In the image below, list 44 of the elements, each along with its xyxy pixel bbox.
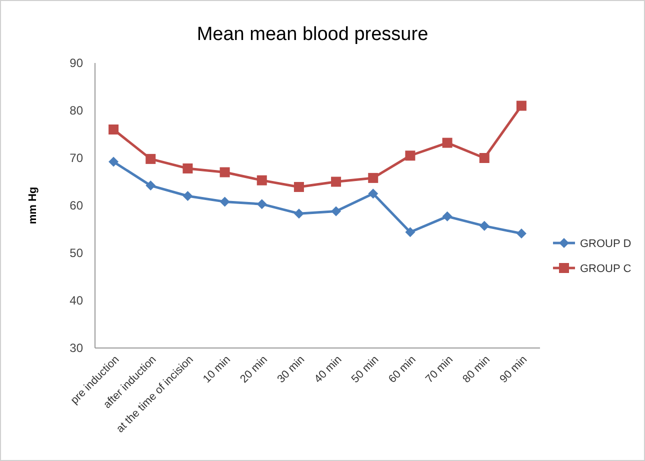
point (405, 227, 416, 238)
x-tick-label: 90 min (498, 354, 530, 386)
y-tick-label: 40 (70, 294, 84, 308)
point (182, 163, 193, 174)
point (479, 153, 490, 163)
y-tick-label: 30 (70, 341, 84, 356)
point (256, 175, 267, 186)
point (479, 220, 490, 231)
point (220, 196, 230, 207)
point (516, 228, 526, 239)
point (146, 154, 156, 164)
x-tick-label: 30 min (275, 354, 308, 386)
y-axis-title: mm Hg (27, 186, 39, 224)
point (108, 124, 119, 134)
y-tick-label: 60 (70, 198, 84, 213)
point (331, 176, 342, 187)
point (108, 156, 119, 167)
point (331, 206, 342, 216)
point (442, 138, 452, 148)
point (368, 188, 378, 199)
legend-label: GROUP C (580, 262, 632, 275)
point (294, 182, 304, 192)
point (220, 167, 230, 178)
x-tick-label: 40 min (312, 354, 344, 386)
legend-label: GROUP D (580, 238, 632, 250)
chart-title: Mean mean blood pressure (196, 24, 428, 45)
point (256, 199, 267, 210)
x-tick-label: 80 min (460, 354, 492, 386)
point (516, 100, 526, 111)
x-tick-label: 10 min (201, 354, 233, 386)
y-tick-label: 70 (70, 151, 84, 166)
y-tick-label: 80 (70, 104, 84, 118)
point (442, 211, 452, 222)
point (368, 172, 378, 183)
point (405, 150, 416, 161)
x-tick-label: 60 min (386, 354, 418, 386)
y-tick-label: 90 (70, 56, 84, 70)
point (182, 191, 193, 201)
point (294, 208, 304, 219)
x-tick-label: 50 min (349, 354, 382, 386)
x-tick-label: 20 min (238, 354, 270, 386)
point (146, 180, 156, 191)
x-tick-label: 70 min (424, 354, 456, 386)
y-tick-label: 50 (70, 246, 84, 260)
